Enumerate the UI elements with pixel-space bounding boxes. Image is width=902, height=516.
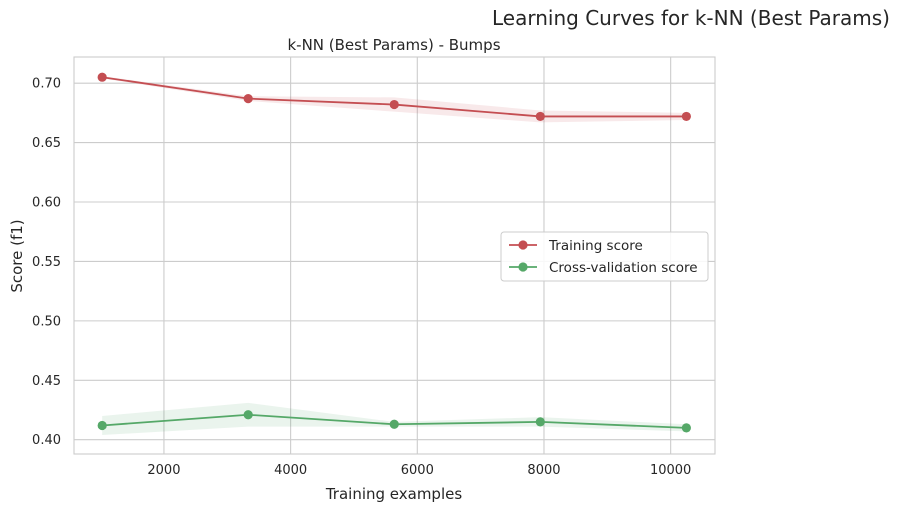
legend-marker-1 [518,262,528,272]
series-1-point [243,410,253,420]
x-tick-label: 2000 [147,463,180,478]
y-tick-label: 0.40 [32,433,61,448]
series-0-band [102,76,687,123]
y-tick-label: 0.45 [32,374,61,389]
series-0-point [97,72,107,82]
series-1-point [535,417,545,427]
y-tick-label: 0.65 [32,136,61,151]
y-axis-label: Score (f1) [8,219,26,292]
series-0-point [389,99,399,110]
series-0-point [243,94,253,104]
x-tick-labels: 2000 4000 6000 8000 10000 [147,463,691,478]
x-tick-label: 6000 [401,463,434,478]
y-tick-label: 0.55 [32,255,61,270]
y-tick-label: 0.60 [32,196,61,211]
plot-frame [73,56,716,455]
x-tick-label: 10000 [650,463,691,478]
legend-label-0: Training score [548,238,643,254]
y-tick-label: 0.50 [32,314,61,329]
marker-layer [97,72,691,433]
legend-marker-0 [518,240,528,250]
y-tick-labels: 0.40 0.45 0.50 0.55 0.60 0.65 0.70 [32,77,61,449]
series-1-point [97,420,107,431]
x-tick-label: 4000 [274,463,307,478]
series-1-point [681,423,691,433]
series-0-point [681,111,691,122]
legend: Training score Cross-validation score [500,231,709,282]
legend-box [500,231,709,282]
chart-suptitle: Learning Curves for k-NN (Best Params) [492,6,890,30]
legend-label-1: Cross-validation score [549,260,698,276]
series-0-point [535,111,545,122]
x-axis-label: Training examples [325,485,463,503]
y-tick-label: 0.70 [32,77,61,92]
series-1-point [389,419,399,429]
x-tick-label: 8000 [527,463,560,478]
chart-title: k-NN (Best Params) - Bumps [287,36,500,54]
